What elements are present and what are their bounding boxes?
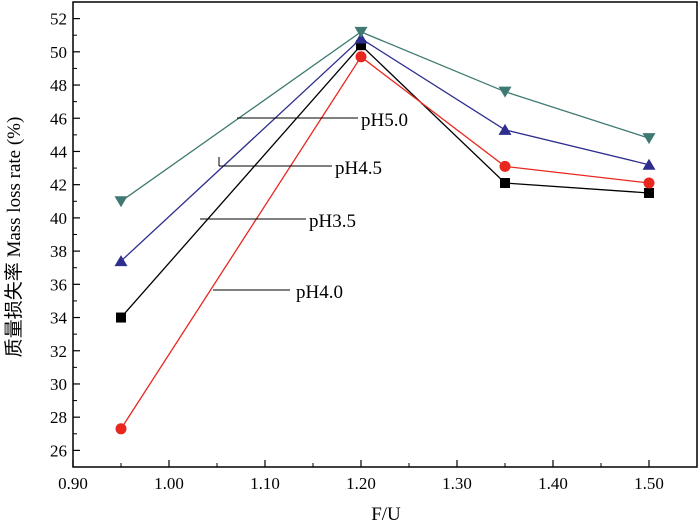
data-point-ph5-0 <box>498 86 512 98</box>
x-tick-label: 1.50 <box>634 474 664 493</box>
y-tick-label: 44 <box>50 142 68 161</box>
y-tick-label: 32 <box>50 342 67 361</box>
data-point-ph4-5 <box>114 255 128 267</box>
data-point-ph4-0 <box>643 177 655 189</box>
data-point-ph4-0 <box>355 51 367 63</box>
y-tick-label: 42 <box>50 176 67 195</box>
x-axis-title: F/U <box>371 504 401 525</box>
series-line-ph5-0 <box>120 31 650 202</box>
x-tick-label: 0.90 <box>58 474 88 493</box>
x-tick-label: 1.00 <box>154 474 184 493</box>
y-tick-label: 36 <box>50 275 67 294</box>
data-point-ph3-5 <box>644 187 654 198</box>
x-tick-label: 1.20 <box>346 474 376 493</box>
x-tick-label: 1.40 <box>538 474 568 493</box>
data-point-ph4-0 <box>499 160 511 172</box>
data-point-ph5-0 <box>114 196 128 208</box>
series-label-ph4-0: pH4.0 <box>296 282 343 303</box>
data-point-ph4-5 <box>354 32 368 44</box>
y-tick-label: 40 <box>50 209 67 228</box>
y-tick-label: 26 <box>50 441 67 460</box>
data-point-ph4-0 <box>115 423 127 435</box>
data-point-ph3-5 <box>500 178 510 189</box>
y-tick-label: 50 <box>50 43 67 62</box>
series-line-ph4-5 <box>120 37 650 262</box>
plot-area-frame <box>72 1 698 468</box>
y-tick-label: 28 <box>50 408 67 427</box>
data-point-ph5-0 <box>354 26 368 38</box>
x-tick-label: 1.10 <box>250 474 280 493</box>
series-label-ph4-5: pH4.5 <box>335 158 382 179</box>
data-point-ph4-5 <box>642 158 656 170</box>
y-tick-label: 34 <box>50 309 68 328</box>
y-tick-label: 46 <box>50 109 67 128</box>
series-label-ph5-0: pH5.0 <box>361 110 408 131</box>
series-label-ph3-5: pH3.5 <box>309 211 356 232</box>
data-point-ph3-5 <box>116 312 126 323</box>
x-tick-label: 1.30 <box>442 474 472 493</box>
y-tick-label: 48 <box>50 76 67 95</box>
data-point-ph4-5 <box>498 123 512 135</box>
y-tick-label: 30 <box>50 375 67 394</box>
y-axis-title: 质量损失率 Mass loss rate (%) <box>3 117 25 358</box>
series-line-ph4-0 <box>120 55 650 430</box>
data-point-ph5-0 <box>642 133 656 145</box>
series-line-ph3-5 <box>120 44 650 318</box>
data-point-ph3-5 <box>356 40 366 51</box>
y-tick-label: 52 <box>50 10 67 29</box>
y-tick-label: 38 <box>50 242 67 261</box>
